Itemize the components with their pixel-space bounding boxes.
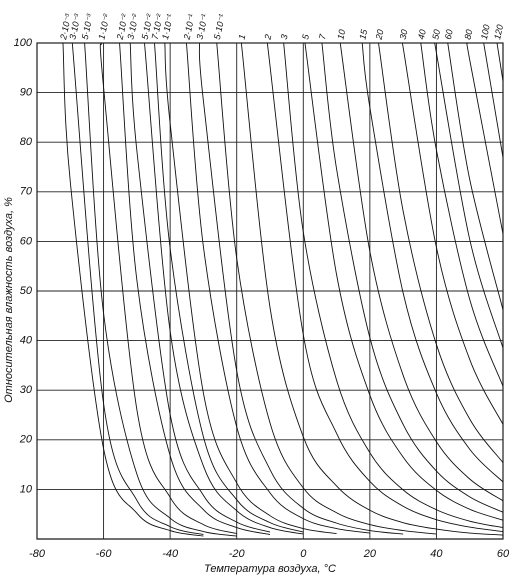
x-tick-label: 40 <box>430 548 443 560</box>
humidity-curve <box>447 43 503 310</box>
humidity-curve <box>361 43 503 483</box>
humidity-curve <box>304 43 503 521</box>
humidity-curve <box>434 43 503 349</box>
humidity-curve <box>99 43 237 534</box>
y-tick-label: 20 <box>19 434 33 446</box>
curve-label: 60 <box>443 29 455 41</box>
x-tick-label: 20 <box>363 548 377 560</box>
humidity-curve <box>378 43 503 463</box>
humidity-curve <box>198 43 404 535</box>
humidity-curve <box>144 43 304 535</box>
curve-label: 2 <box>262 33 273 41</box>
curve-label: 80 <box>463 29 475 41</box>
humidity-curve <box>119 43 271 535</box>
humidity-curve <box>154 43 304 533</box>
humidity-curve <box>321 43 503 513</box>
humidity-curve <box>496 43 503 82</box>
curve-label: 15 <box>357 28 369 41</box>
y-tick-label: 70 <box>20 186 33 198</box>
y-axis-title: Относительная влажность воздуха, % <box>3 197 15 403</box>
humidity-curve <box>483 43 503 158</box>
x-tick-label: -60 <box>96 548 113 560</box>
y-tick-label: 40 <box>20 335 33 347</box>
y-tick-label: 50 <box>20 285 33 297</box>
x-axis-title: Температура воздуха, °С <box>204 563 336 575</box>
humidity-curve <box>420 43 503 387</box>
curve-label: 50 <box>430 29 442 41</box>
curve-label: 100 <box>479 24 492 41</box>
curve-label: 7 <box>317 32 328 40</box>
curve-label: 3·10⁻¹ <box>195 13 210 40</box>
curve-label: 40 <box>416 29 428 41</box>
humidity-curve <box>71 43 204 535</box>
humidity-curve <box>339 43 503 502</box>
humidity-curve <box>283 43 503 529</box>
curves <box>62 43 503 537</box>
y-tick-label: 60 <box>20 235 33 247</box>
x-tick-label: -40 <box>162 548 179 560</box>
humidity-curve <box>186 43 370 534</box>
humidity-curve <box>84 43 237 537</box>
curve-label: 120 <box>492 24 505 41</box>
humidity-curve <box>164 43 337 534</box>
y-tick-label: 90 <box>20 87 33 99</box>
y-tick-label: 100 <box>14 37 33 49</box>
humidity-curve <box>62 43 204 537</box>
humidity-curve <box>240 43 503 536</box>
y-tick-label: 80 <box>20 136 33 148</box>
x-tick-label: -80 <box>29 548 46 560</box>
curve-label: 5·10⁻¹ <box>212 13 227 40</box>
humidity-curve <box>129 43 271 533</box>
curve-label: 20 <box>373 29 385 42</box>
humidity-curve <box>266 43 503 533</box>
humidity-curve <box>216 43 437 535</box>
humidity-curve <box>401 43 503 425</box>
x-tick-label: 0 <box>300 548 307 560</box>
curve-label: 3 <box>279 33 290 40</box>
x-tick-label: -20 <box>229 548 246 560</box>
curve-label: 30 <box>398 29 410 41</box>
y-tick-label: 30 <box>20 384 33 396</box>
humidity-curve <box>466 43 503 235</box>
curve-label: 1 <box>237 33 248 40</box>
curve-label: 1·10⁻² <box>96 12 111 40</box>
curve-label: 5 <box>300 32 311 40</box>
curve-label: 10 <box>335 29 347 41</box>
x-tick-label: 60 <box>497 548 510 560</box>
y-tick-label: 10 <box>20 483 33 495</box>
